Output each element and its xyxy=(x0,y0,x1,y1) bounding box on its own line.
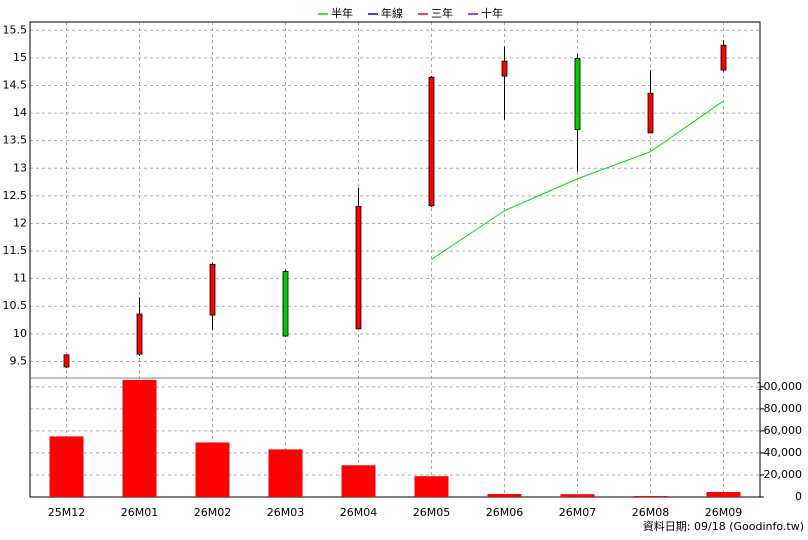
candle-body xyxy=(282,271,289,337)
x-tick-label: 26M08 xyxy=(632,506,670,519)
y-tick-label: 13.5 xyxy=(3,134,28,147)
x-tick-label: 26M01 xyxy=(121,506,159,519)
volume-bar xyxy=(268,449,303,497)
x-tick-label: 25M12 xyxy=(48,506,86,519)
volume-bar xyxy=(414,476,449,497)
ma-line xyxy=(431,100,724,260)
candle-body xyxy=(355,205,362,330)
x-tick-label: 26M07 xyxy=(559,506,597,519)
legend-label: 年線 xyxy=(381,6,403,20)
volume-bar xyxy=(487,494,522,497)
y-tick-label: 13 xyxy=(13,161,27,174)
x-tick-label: 26M04 xyxy=(340,506,378,519)
legend-label: 三年 xyxy=(431,6,453,20)
y-tick-label: 14 xyxy=(13,106,27,119)
y-tick-label: 10.5 xyxy=(3,299,28,312)
y2-tick-label: 20,000 xyxy=(764,468,803,481)
candle-body xyxy=(136,313,143,355)
volume-bar xyxy=(195,442,230,497)
source-note: 資料日期: 09/18 (Goodinfo.tw) xyxy=(643,519,804,533)
y-tick-label: 15.5 xyxy=(3,23,28,36)
candle-body xyxy=(63,354,70,368)
candle-body xyxy=(647,92,654,134)
y-tick-label: 11 xyxy=(13,272,27,285)
candle-body xyxy=(501,60,508,77)
y2-tick-label: 100,000 xyxy=(757,380,803,393)
x-tick-label: 26M02 xyxy=(194,506,232,519)
legend-label: 十年 xyxy=(481,6,503,20)
volume-bar xyxy=(49,436,84,497)
plot-frame xyxy=(29,21,761,498)
y-tick-label: 14.5 xyxy=(3,78,28,91)
volume-bar xyxy=(122,379,157,497)
candle-body xyxy=(428,76,435,207)
legend-label: 半年 xyxy=(331,6,353,20)
y2-tick-label: 40,000 xyxy=(764,446,803,459)
x-tick-label: 26M09 xyxy=(705,506,743,519)
y2-tick-label: 60,000 xyxy=(764,424,803,437)
y-tick-label: 11.5 xyxy=(3,244,28,257)
y-tick-label: 12 xyxy=(13,216,27,229)
y-tick-label: 9.5 xyxy=(10,354,28,367)
x-tick-label: 26M03 xyxy=(267,506,305,519)
candle-body xyxy=(720,44,727,71)
candle-body xyxy=(574,58,581,131)
y-tick-label: 12.5 xyxy=(3,189,28,202)
volume-bar xyxy=(706,492,741,497)
volume-bar xyxy=(633,496,668,497)
y2-tick-label: 0 xyxy=(795,490,802,503)
y2-tick-label: 80,000 xyxy=(764,402,803,415)
x-tick-label: 26M05 xyxy=(413,506,451,519)
y-tick-label: 10 xyxy=(13,327,27,340)
volume-bar xyxy=(560,494,595,497)
volume-bar xyxy=(341,465,376,497)
candle-body xyxy=(209,263,216,316)
x-tick-label: 26M06 xyxy=(486,506,524,519)
y-tick-label: 15 xyxy=(13,51,27,64)
